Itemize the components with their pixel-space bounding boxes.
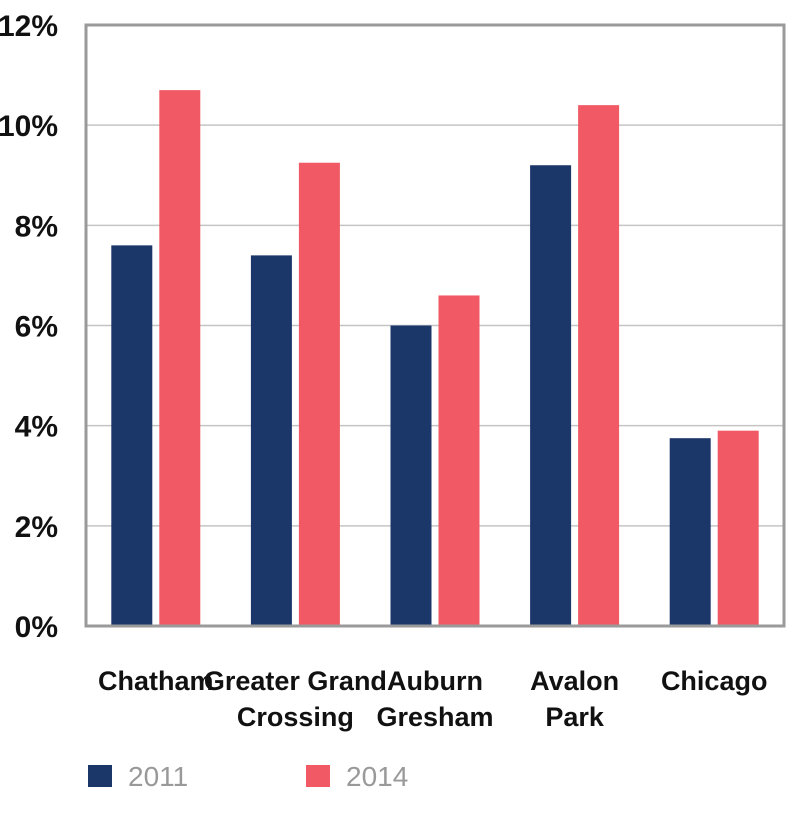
y-tick-label: 10%: [0, 110, 58, 143]
legend-label-2014: 2014: [346, 761, 408, 792]
y-axis-ticks: 0% 2% 4% 6% 8% 10% 12%: [0, 10, 58, 644]
category-label: Auburn Gresham: [376, 666, 493, 732]
legend-swatch-2011: [88, 765, 112, 787]
category-label: Avalon Park: [530, 666, 619, 732]
bar-2014-2: [438, 295, 480, 626]
bar-2014-0: [159, 90, 201, 626]
category-label: Greater Grand Crossing: [204, 666, 387, 732]
y-tick-label: 6%: [15, 311, 58, 344]
legend: 2011 2014: [88, 761, 408, 792]
y-tick-label: 12%: [0, 10, 58, 43]
bar-2014-1: [298, 162, 340, 626]
category-label: Chicago: [661, 666, 768, 696]
bar-2011-2: [390, 325, 432, 626]
bar-2011-0: [111, 245, 153, 626]
bar-2011-1: [250, 255, 292, 626]
bars: [111, 90, 759, 627]
y-tick-label: 0%: [15, 611, 58, 644]
bar-2011-3: [530, 165, 572, 626]
legend-label-2011: 2011: [128, 761, 188, 792]
y-tick-label: 4%: [15, 411, 58, 444]
bar-2011-4: [669, 438, 711, 626]
category-label: Chatham: [98, 666, 214, 696]
y-tick-label: 8%: [15, 210, 58, 243]
y-tick-label: 2%: [15, 511, 58, 544]
legend-swatch-2014: [306, 765, 330, 787]
bar-2014-3: [578, 105, 620, 627]
gridlines: [86, 124, 784, 527]
plot-frame: [84, 23, 786, 628]
bar-2014-4: [717, 430, 759, 626]
